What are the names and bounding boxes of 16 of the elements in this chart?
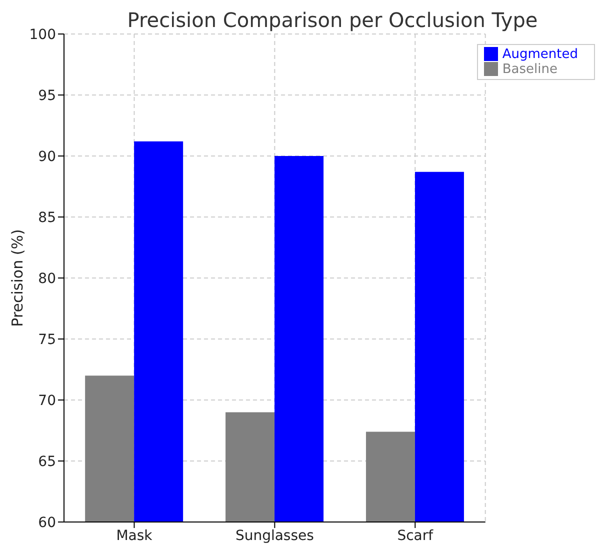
- legend-label: Augmented: [502, 47, 578, 62]
- y-tick-label: 75: [38, 332, 56, 348]
- y-tick-label: 85: [38, 210, 56, 226]
- y-tick-label: 90: [38, 148, 56, 165]
- y-tick-label: 100: [29, 26, 56, 43]
- x-tick-label: Sunglasses: [235, 528, 314, 544]
- chart-title: Precision Comparison per Occlusion Type: [126, 8, 539, 32]
- y-tick-label: 95: [38, 88, 56, 104]
- y-axis-title: Precision (%): [8, 229, 26, 327]
- y-tick-label: 70: [38, 392, 56, 409]
- x-tick-label: Mask: [116, 528, 154, 544]
- x-tick-label: Scarf: [397, 528, 434, 544]
- y-tick-label: 65: [38, 454, 56, 470]
- legend-label: Baseline: [502, 62, 558, 77]
- y-tick-label: 60: [38, 514, 56, 531]
- y-tick-label: 80: [38, 270, 56, 287]
